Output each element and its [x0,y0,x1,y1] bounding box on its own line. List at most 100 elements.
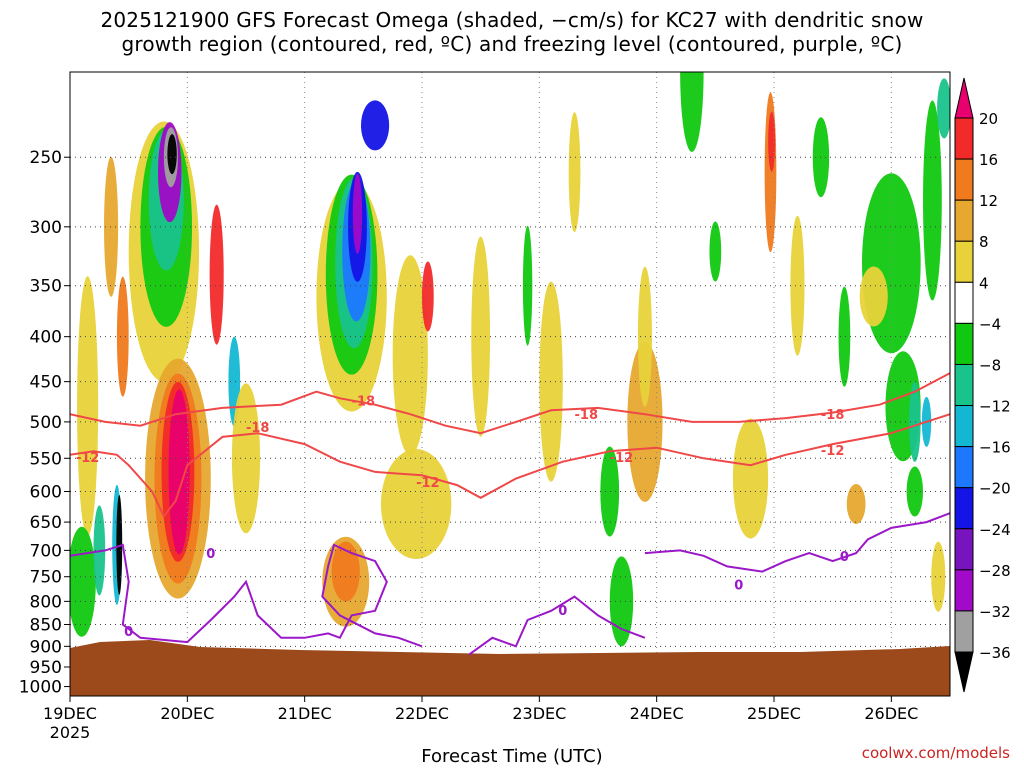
contour-label: -18 [246,421,270,436]
omega-shade-blob [790,215,805,356]
grid-lines [70,72,950,696]
contours: -18 -18 -18 -18 -12 -12 -12 -12 0 0 0 0 0 [70,372,950,656]
contour-label: -12 [76,451,100,466]
x-tick-label: 25DEC [747,704,801,723]
y-tick-label: 850 [30,616,62,636]
y-tick-label: 550 [30,449,62,469]
omega-shade-blob [637,266,652,407]
y-tick-label: 450 [30,373,62,393]
omega-shade-blob [680,72,704,152]
omega-shade-blob [231,383,261,534]
omega-shade-blob [923,100,942,301]
axes: 2503003504004505005506006507007508008509… [19,148,919,742]
omega-shade-blob [104,156,119,297]
plot-area: -18 -18 -18 -18 -12 -12 -12 -12 0 0 0 0 0 [70,72,950,696]
omega-shade-blob [862,173,921,354]
y-tick-label: 250 [30,148,62,168]
y-tick-label: 300 [30,218,62,238]
plot-frame [69,71,951,697]
colorbar-label: −20 [979,480,1011,498]
x-tick-label: 23DEC [512,704,566,723]
omega-shade-blob [422,261,434,332]
contour-label: -18 [352,395,376,410]
credit-text: coolwx.com/models [861,744,1010,762]
colorbar-label: 4 [979,274,989,292]
omega-shade-blob [768,111,776,172]
colorbar-box [954,158,974,201]
x-year-label: 2025 [50,723,91,742]
plot-background [70,72,950,696]
omega-shade-blob [392,255,428,456]
omega-shade-blob [627,341,663,502]
omega-shade-blob [380,449,452,560]
chart-title: 2025121900 GFS Forecast Omega (shaded, −… [0,8,1024,56]
colorbar-box [954,610,974,653]
y-tick-label: 750 [30,568,62,588]
omega-shade-blob [846,484,866,525]
colorbar-box [954,322,974,365]
chart-title-line-1: 2025121900 GFS Forecast Omega (shaded, −… [100,8,924,32]
colorbar-label: −24 [979,521,1011,539]
colorbar-label: 16 [979,151,998,169]
contour-label: 0 [124,625,133,640]
omega-shade-blob [116,276,129,397]
omega-shade-blob [209,204,224,345]
contour-line-0 [644,512,950,573]
colorbar-box [954,117,974,160]
contour-label: -18 [821,408,845,423]
omega-shade-blob [906,466,924,517]
colorbar-label: −28 [979,562,1011,580]
omega-shade-blob [522,225,533,346]
omega-shade-blob [838,286,851,387]
terrain-ground [70,640,950,696]
contour-label: 0 [206,547,215,562]
omega-shade-blob [360,100,390,151]
omega-shade-blob [352,173,363,254]
colorbar-label: −32 [979,603,1011,621]
omega-shade-blob [167,134,177,175]
contour-label: 0 [558,604,567,619]
colorbar-label: −12 [979,398,1011,416]
omega-shade-blob [732,418,769,539]
x-axis-label: Forecast Time (UTC) [421,746,603,767]
colorbar-box [954,569,974,612]
colorbar-label: −8 [979,356,1001,374]
y-tick-label: 1000 [19,678,62,698]
omega-shade-blob [937,78,950,139]
y-tick-label: 650 [30,513,62,533]
colorbar-label: 12 [979,192,998,210]
omega-shade-blob [116,494,123,595]
colorbar-box [954,240,974,283]
contour-label: -12 [821,444,845,459]
x-tick-label: 22DEC [395,704,449,723]
omega-shade-blob [908,381,921,462]
chart-title-line-2: growth region (contoured, red, ºC) and f… [121,32,903,56]
contour-line--12 [70,413,950,519]
y-tick-label: 350 [30,277,62,297]
omega-shade-blob [931,541,946,612]
colorbar-bottom-arrow [954,651,974,693]
omega-shade-blob [331,541,360,602]
colorbar-box [954,363,974,407]
colorbar-box [954,281,974,324]
colorbar-box [954,528,974,571]
contour-label: -12 [610,451,634,466]
contour-label: -12 [416,476,440,491]
omega-shade-blob [168,389,190,555]
omega-shade-blob [600,446,620,537]
y-tick-label: 400 [30,328,62,348]
colorbar-box [954,446,974,489]
omega-shade-blob [859,266,888,327]
omega-shade-blob [568,112,581,233]
contour-label: -18 [575,408,599,423]
colorbar-label: −16 [979,439,1011,457]
colorbar-label: 20 [979,110,998,128]
colorbar-top-arrow [954,77,974,119]
omega-shade-blob [77,276,99,537]
x-tick-label: 19DEC [43,704,97,723]
omega-shade-blob [709,221,722,282]
contour-label: 0 [840,550,849,565]
colorbar: 20 16 12 8 4 −4 −8 −12 −16 −20 −24 −28 −32 −36 [954,77,1011,693]
omega-shade-blob [539,281,563,482]
